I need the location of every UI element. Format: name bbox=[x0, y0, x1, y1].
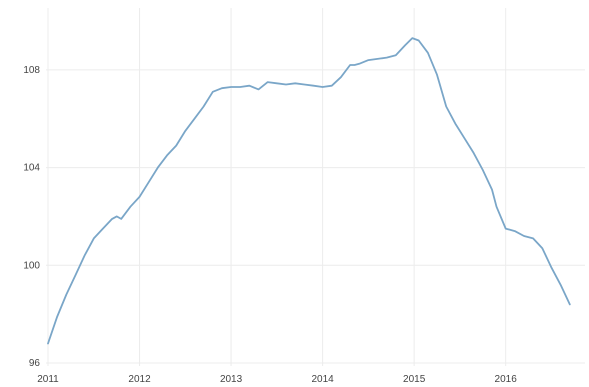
y-tick-label: 100 bbox=[23, 260, 40, 271]
y-tick-label: 96 bbox=[29, 358, 41, 369]
x-tick-label: 2011 bbox=[37, 374, 59, 385]
y-axis-tick-labels: 96 100 104 108 bbox=[23, 65, 40, 369]
y-gridlines bbox=[46, 69, 585, 364]
series-layer bbox=[47, 37, 571, 345]
x-tick-label: 2013 bbox=[220, 374, 243, 385]
x-tick-label: 2012 bbox=[128, 374, 151, 385]
x-gridlines bbox=[47, 8, 507, 366]
x-axis-tick-labels: 2011 2012 2013 2014 2015 2016 bbox=[37, 374, 517, 385]
y-tick-label: 104 bbox=[23, 163, 40, 174]
y-tick-label: 108 bbox=[23, 65, 40, 76]
series-line bbox=[47, 37, 571, 345]
x-tick-label: 2016 bbox=[495, 374, 518, 385]
x-tick-label: 2014 bbox=[311, 374, 334, 385]
x-tick-label: 2015 bbox=[403, 374, 426, 385]
